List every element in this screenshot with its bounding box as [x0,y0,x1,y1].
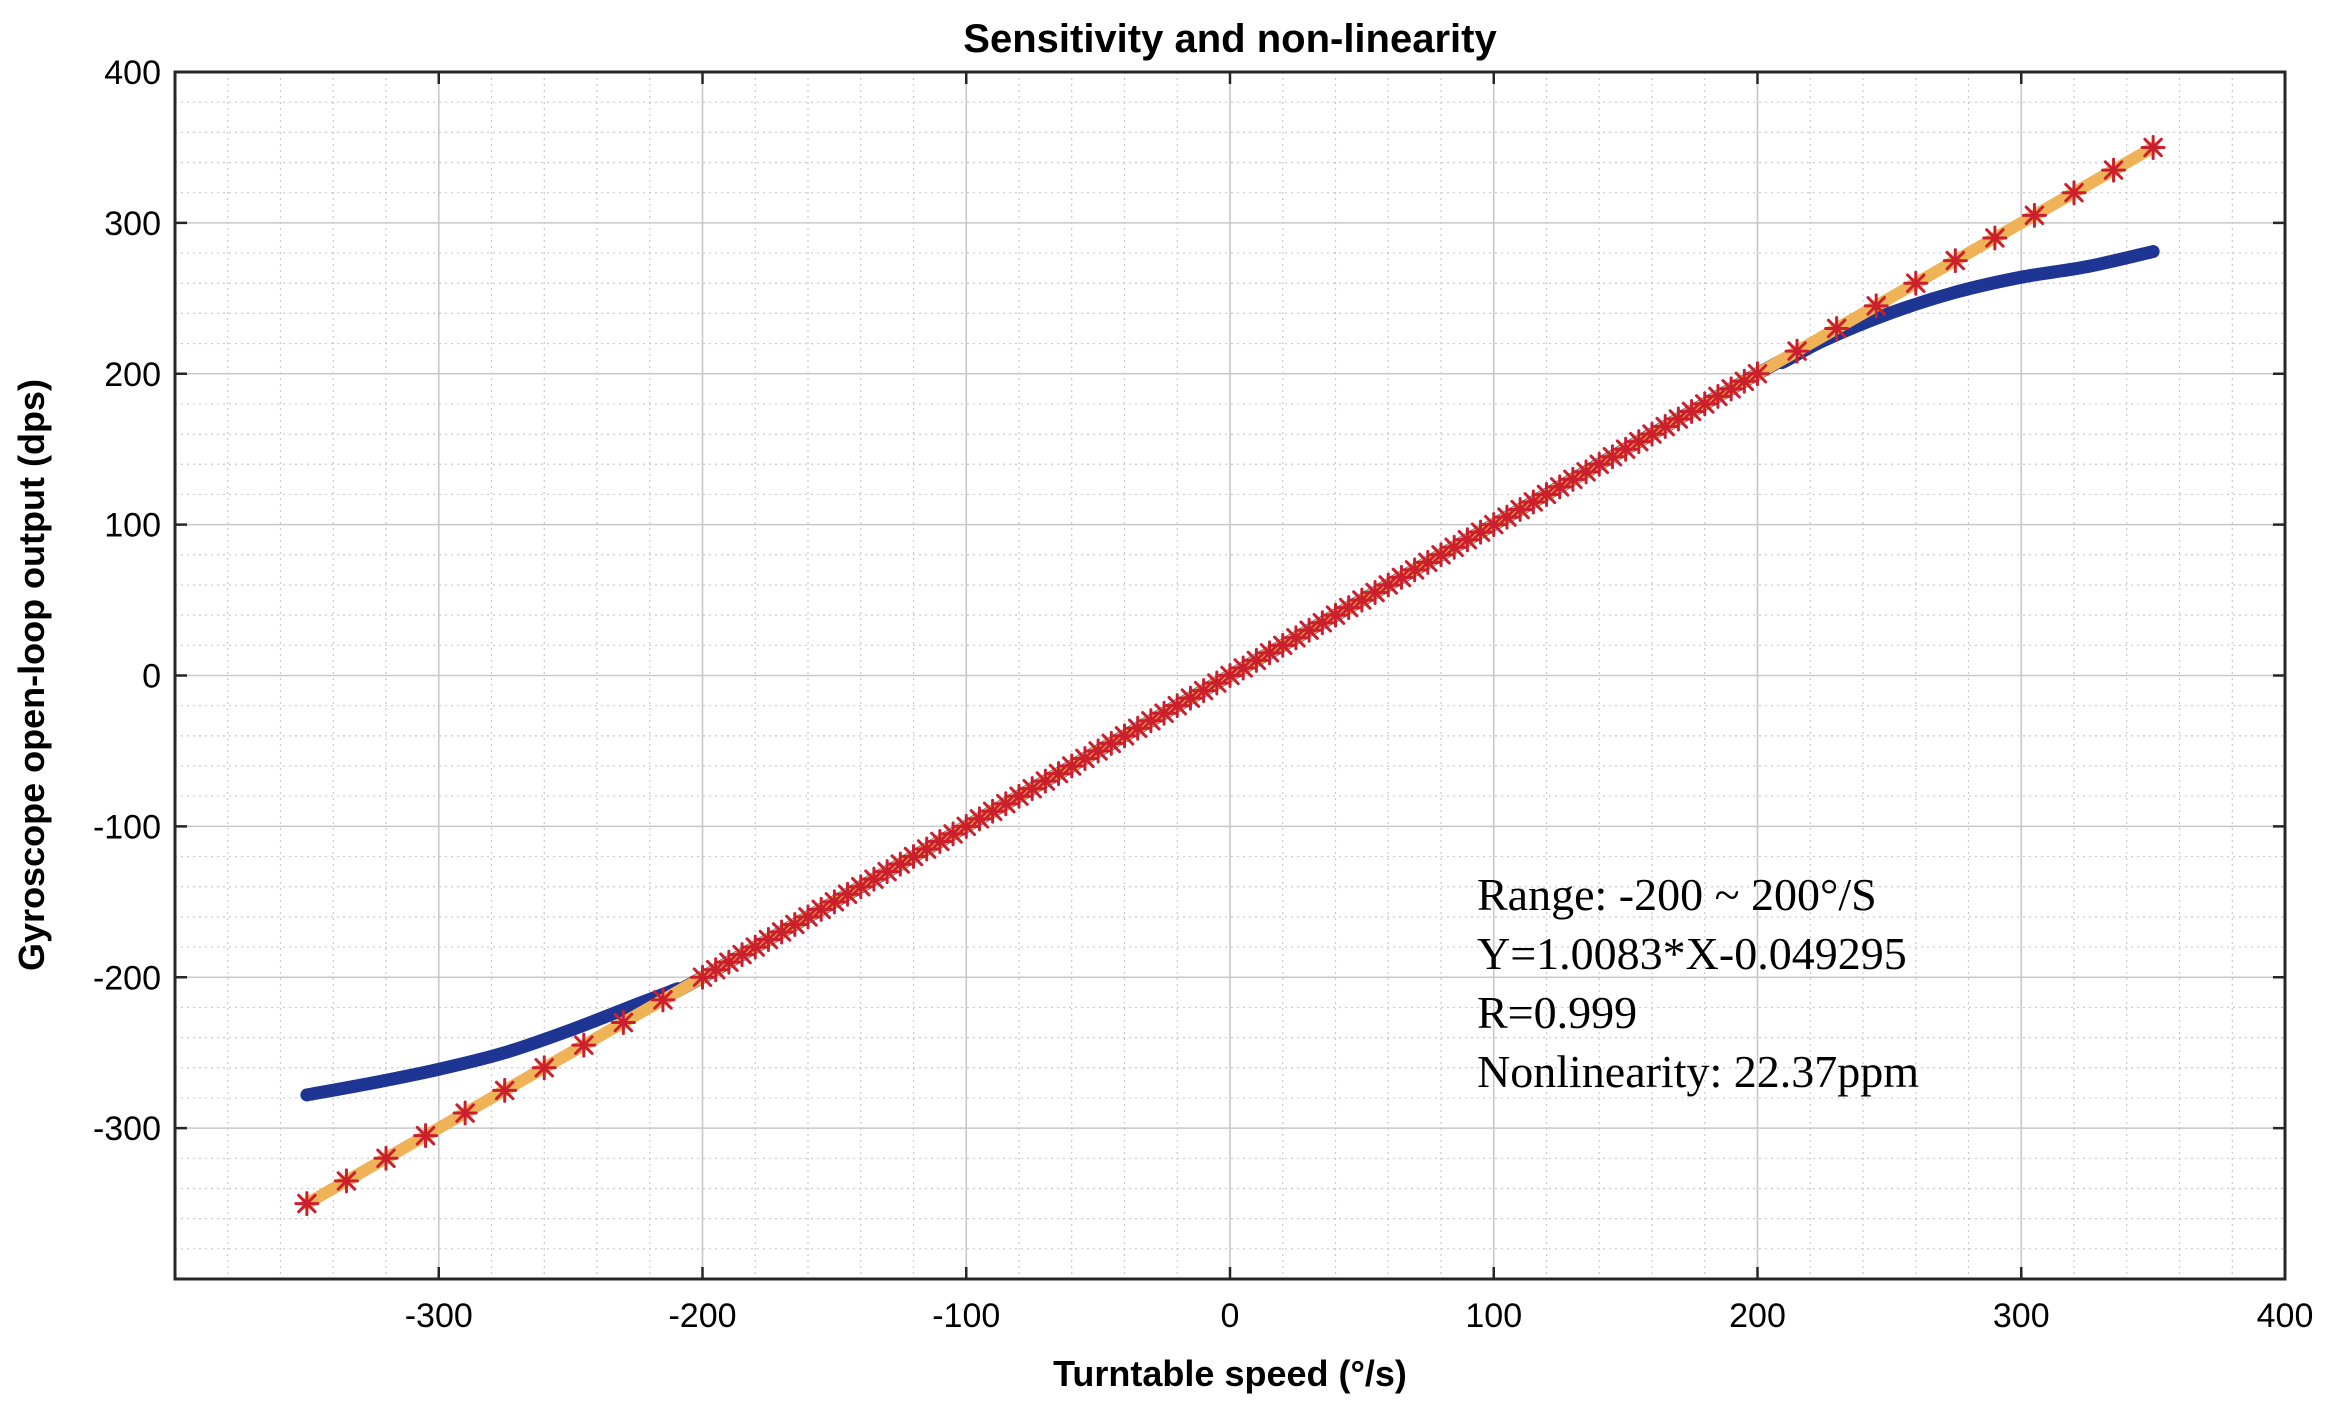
fit-point-marker [2140,134,2166,160]
fit-point-marker [1903,270,1929,296]
fit-point-marker [333,1168,359,1194]
fit-point-marker [1679,398,1705,424]
fit-point-marker [294,1191,320,1217]
annotation-box: Range: -200 ~ 200°/S Y=1.0083*X-0.049295… [1477,869,1919,1097]
fit-point-marker [1665,406,1691,432]
y-tick-label: 200 [104,356,161,394]
annotation-correlation: R=0.999 [1477,987,1637,1038]
fit-point-marker [1349,587,1375,613]
fit-point-marker [1243,647,1269,673]
fit-point-marker [492,1077,518,1103]
fit-point-marker [1731,368,1757,394]
x-tick-label: 400 [2257,1297,2314,1335]
fit-point-marker [1217,663,1243,688]
fit-point-marker [1468,519,1494,545]
fit-point-marker [940,821,966,847]
fit-point-marker [690,964,715,990]
y-tick-label: 100 [104,507,161,545]
fit-point-marker [1982,225,2008,251]
fit-point-marker [610,1010,636,1036]
x-axis-label: Turntable speed (°/s) [1053,1353,1407,1394]
fit-point-marker [531,1055,557,1081]
fit-point-marker [413,1123,439,1149]
fit-point-marker [571,1032,597,1058]
fit-point-marker [1257,640,1283,666]
fit-point-marker [1626,429,1652,455]
fit-point-marker [1652,414,1678,440]
fit-point-marker [373,1145,399,1171]
fit-point-marker [1718,376,1744,402]
x-tick-label: 100 [1465,1297,1522,1335]
y-axis-label: Gyroscope open-loop output (dps) [11,379,52,971]
y-tick-label: -200 [93,959,161,997]
fit-point-marker [650,987,676,1013]
fit-point-marker [1942,248,1968,274]
fit-point-marker [1560,466,1586,492]
marker-layer [294,134,2166,1217]
fit-point-marker [452,1100,478,1126]
fit-point-marker [1309,610,1335,636]
y-tick-label: -100 [93,808,161,846]
annotation-range: Range: -200 ~ 200°/S [1477,869,1877,920]
x-tick-label: -200 [668,1297,736,1335]
chart-title: Sensitivity and non-linearity [963,17,1497,61]
fit-point-marker [795,904,821,930]
x-tick-label: 0 [1221,1297,1240,1335]
fit-point-marker [2101,157,2127,183]
x-tick-label: 300 [1993,1297,2050,1335]
annotation-nonlinearity: Nonlinearity: 22.37ppm [1477,1046,1919,1097]
fit-point-marker [1494,504,1520,530]
fit-point-marker [2061,180,2087,206]
ticks: -300 -200 -100 0 100 200 300 400 -300 -200 -100 0 10… [93,54,2313,1335]
y-tick-label: 400 [104,54,161,92]
x-tick-label: -300 [405,1297,473,1335]
fit-point-marker [1745,361,1770,387]
fit-point-marker [1151,700,1177,726]
fit-point-marker [1824,315,1850,341]
fit-point-marker [1784,338,1810,364]
x-tick-label: 200 [1729,1297,1786,1335]
y-tick-label: -300 [93,1110,161,1148]
fit-point-marker [1204,670,1230,696]
fit-point-marker [1863,293,1889,319]
x-tick-label: -100 [932,1297,1000,1335]
y-tick-label: 0 [142,658,161,696]
annotation-fit-equation: Y=1.0083*X-0.049295 [1477,928,1907,979]
fit-point-marker [2021,202,2047,228]
fit-point-marker [1046,761,1072,787]
grid [175,72,2285,1279]
y-tick-label: 300 [104,205,161,243]
fit-point-marker [1098,730,1124,756]
